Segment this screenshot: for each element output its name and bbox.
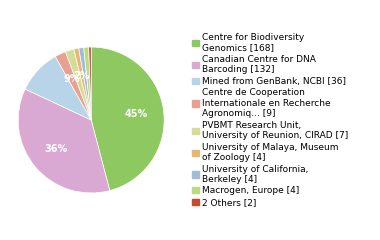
Wedge shape (74, 48, 91, 120)
Wedge shape (55, 52, 91, 120)
Wedge shape (91, 47, 164, 191)
Wedge shape (89, 47, 91, 120)
Text: 45%: 45% (124, 109, 148, 119)
Wedge shape (65, 49, 91, 120)
Wedge shape (25, 56, 91, 120)
Text: 36%: 36% (45, 144, 68, 154)
Wedge shape (79, 48, 91, 120)
Text: 2%: 2% (74, 71, 90, 81)
Text: 9%: 9% (64, 74, 80, 84)
Wedge shape (84, 47, 91, 120)
Wedge shape (18, 89, 110, 193)
Legend: Centre for Biodiversity
Genomics [168], Canadian Centre for DNA
Barcoding [132],: Centre for Biodiversity Genomics [168], … (190, 31, 350, 209)
